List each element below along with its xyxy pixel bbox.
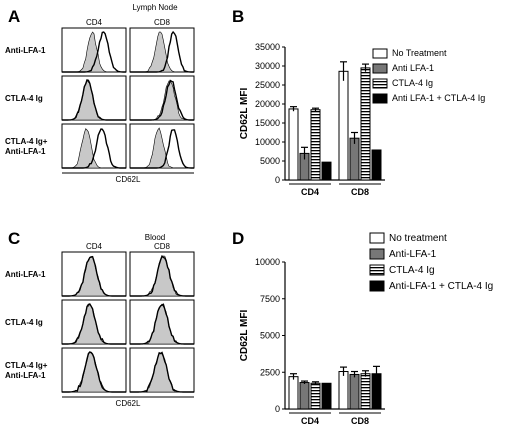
panel-c-letter: C	[8, 229, 20, 248]
bar	[338, 70, 349, 181]
panel-a-title: Lymph Node	[132, 3, 178, 12]
column-label: CD4	[86, 242, 103, 251]
legend-swatch	[369, 248, 385, 260]
column-label: CD8	[154, 18, 171, 27]
legend-label: Anti LFA-1	[392, 63, 434, 73]
y-tick-label: 10000	[255, 257, 280, 267]
y-tick-label: 10000	[255, 137, 280, 147]
histogram-control	[130, 255, 194, 297]
y-tick-label: 0	[275, 175, 280, 185]
histogram-control	[130, 351, 194, 393]
y-tick-label: 5000	[260, 156, 280, 166]
category-label: CD8	[351, 416, 369, 426]
y-tick-label: 15000	[255, 118, 280, 128]
legend-swatch	[372, 78, 388, 89]
bar	[338, 371, 349, 410]
bar	[349, 373, 360, 410]
legend-swatch	[372, 93, 388, 104]
legend-swatch	[372, 48, 388, 59]
histogram-control	[62, 79, 126, 121]
row-label: Anti-LFA-1	[5, 270, 46, 279]
column-label: CD4	[86, 18, 103, 27]
bar	[321, 161, 332, 181]
y-tick-label: 25000	[255, 80, 280, 90]
legend-swatch	[369, 232, 385, 244]
histogram-control	[62, 351, 126, 393]
legend-label: CTLA-4 Ig	[389, 265, 435, 276]
category-label: CD8	[351, 187, 369, 197]
panel-d-letter: D	[232, 229, 244, 248]
legend-label: No Treatment	[392, 48, 447, 58]
row-label: Anti-LFA-1	[5, 46, 46, 55]
panel-a-letter: A	[8, 7, 20, 26]
category-label: CD4	[301, 416, 319, 426]
bar	[360, 373, 371, 410]
bar	[349, 137, 360, 181]
column-label: CD8	[154, 242, 171, 251]
x-axis-label: CD62L	[116, 175, 141, 184]
legend-swatch	[369, 264, 385, 276]
y-tick-label: 5000	[260, 331, 280, 341]
row-label: CTLA-4 Ig	[5, 318, 43, 327]
histogram-control	[130, 303, 194, 345]
panel-c-title: Blood	[145, 233, 165, 242]
y-tick-label: 0	[275, 404, 280, 414]
bar	[360, 67, 371, 181]
legend-label: Anti LFA-1 + CTLA-4 Ig	[392, 93, 485, 103]
histogram-control	[62, 255, 126, 297]
legend-label: No treatment	[389, 233, 447, 244]
row-label: CTLA-4 Ig	[5, 94, 43, 103]
y-tick-label: 2500	[260, 367, 280, 377]
histogram-control	[130, 79, 194, 121]
y-tick-label: 30000	[255, 61, 280, 71]
panel-b-letter: B	[232, 7, 244, 26]
legend-label: Anti-LFA-1	[389, 249, 437, 260]
row-label: CTLA-4 Ig+	[5, 361, 48, 370]
bar	[288, 376, 299, 410]
y-axis-label: CD62L MFI	[239, 310, 250, 362]
legend-swatch	[369, 280, 385, 292]
histogram-control	[62, 303, 126, 345]
legend-label: Anti-LFA-1 + CTLA-4 Ig	[389, 281, 493, 292]
histogram-control	[62, 128, 126, 169]
histogram-control	[62, 31, 126, 73]
bar	[310, 382, 321, 410]
legend-label: CTLA-4 Ig	[392, 78, 433, 88]
legend-swatch	[372, 63, 388, 74]
histogram-control	[130, 30, 194, 73]
y-tick-label: 7500	[260, 294, 280, 304]
y-tick-label: 20000	[255, 99, 280, 109]
category-label: CD4	[301, 187, 319, 197]
bar	[299, 382, 310, 410]
row-label: Anti-LFA-1	[5, 147, 46, 156]
x-axis-label: CD62L	[116, 399, 141, 408]
bar	[288, 108, 299, 181]
bar	[310, 109, 321, 181]
y-axis-label: CD62L MFI	[239, 88, 250, 140]
bar	[321, 382, 332, 410]
y-tick-label: 35000	[255, 42, 280, 52]
row-label: Anti-LFA-1	[5, 371, 46, 380]
panel-d-chart: 0 2500 5000 7500 10000 CD62L MFI CD4 CD8 No trea…	[239, 232, 493, 426]
panel-b-chart: 0 5000 10000 15000 20000 25000 30000 35000 CD62L…	[239, 42, 485, 197]
histogram-control	[130, 129, 194, 169]
row-label: CTLA-4 Ig+	[5, 137, 48, 146]
bar	[371, 149, 382, 181]
